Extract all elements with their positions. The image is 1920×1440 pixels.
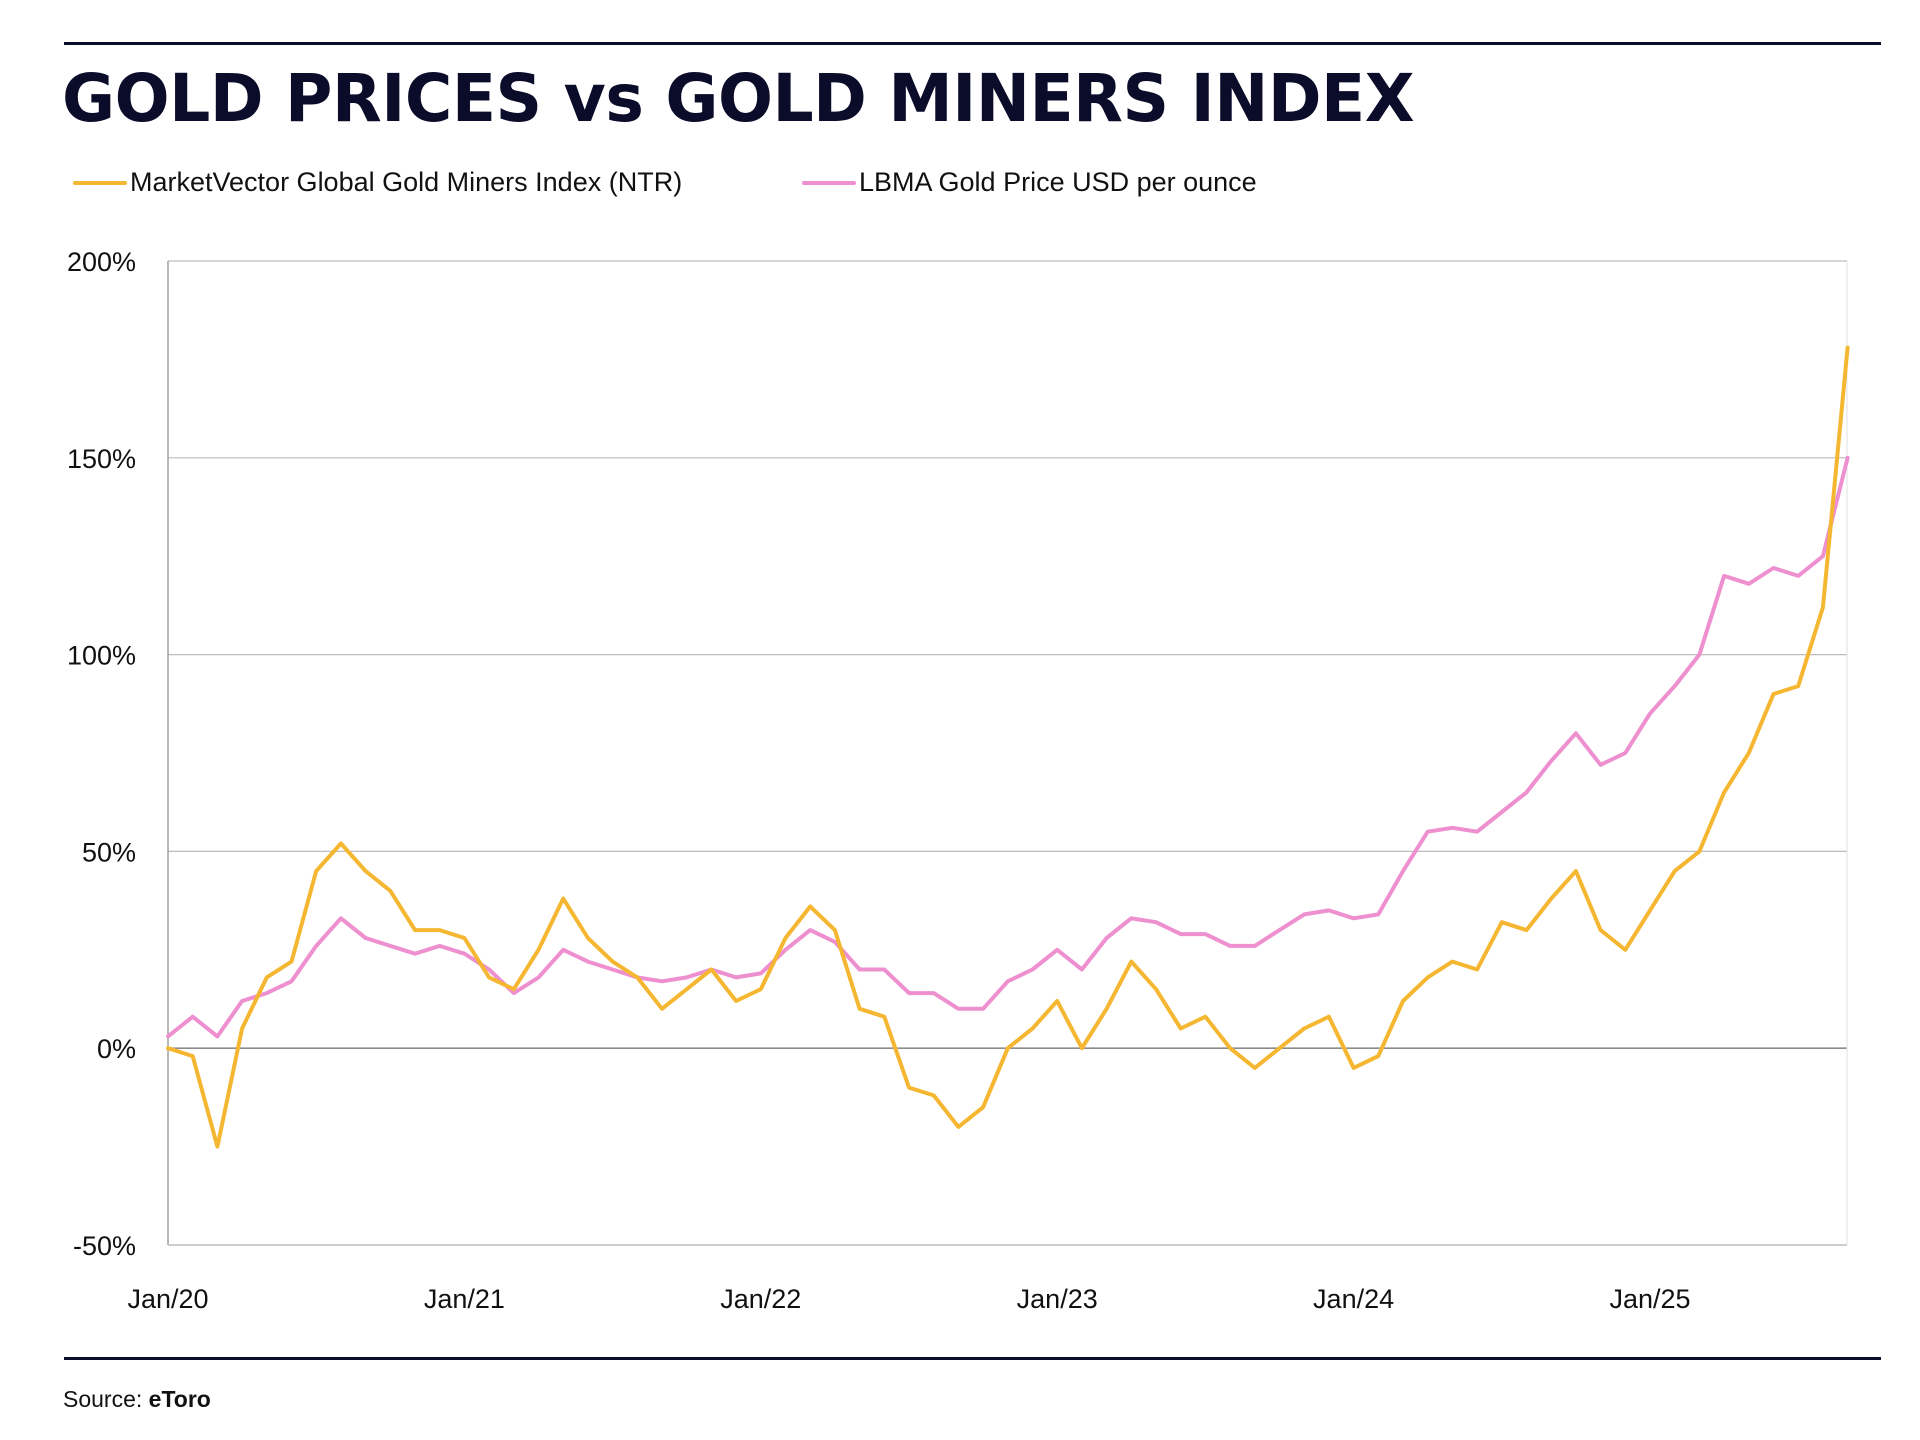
series-line-miners [166,345,1850,1149]
y-tick-label: 150% [67,444,136,474]
top-rule [64,42,1881,45]
source-label: Source: [63,1386,143,1412]
y-tick-label: 200% [67,247,136,277]
x-tick-label: Jan/23 [1017,1284,1098,1314]
legend-item-gold: LBMA Gold Price USD per ounce [802,167,1257,198]
series-points-miners [167,347,1848,1147]
source-note: Source: eToro [63,1386,211,1413]
series-line-gold [166,455,1850,1039]
bottom-rule [64,1357,1881,1360]
legend-item-miners: MarketVector Global Gold Miners Index (N… [73,167,682,198]
x-tick-label: Jan/22 [720,1284,801,1314]
source-name: eToro [148,1386,211,1412]
legend-swatch-miners [73,180,127,185]
x-tick-label: Jan/25 [1609,1284,1690,1314]
x-tick-label: Jan/21 [424,1284,505,1314]
x-tick-label: Jan/24 [1313,1284,1394,1314]
legend-label-gold: LBMA Gold Price USD per ounce [859,167,1257,197]
x-tick-label: Jan/20 [127,1284,208,1314]
y-tick-label: 100% [67,641,136,671]
chart-title: GOLD PRICES vs GOLD MINERS INDEX [62,60,1415,137]
y-tick-label: -50% [73,1231,136,1261]
y-tick-label: 50% [82,837,136,867]
legend-swatch-gold [802,180,856,185]
series-points-gold [167,457,1848,1037]
y-tick-label: 0% [97,1034,136,1064]
legend-label-miners: MarketVector Global Gold Miners Index (N… [130,167,683,197]
